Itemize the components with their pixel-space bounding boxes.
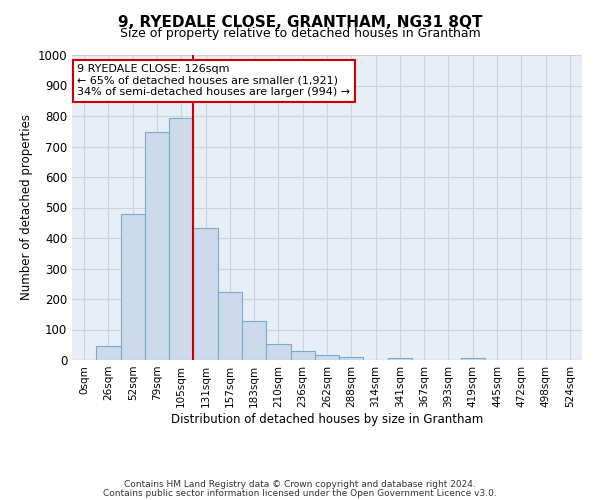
Bar (193, 228, 218, 360)
Bar (388, 358, 412, 360)
Y-axis label: Number of detached properties: Number of detached properties (20, 114, 34, 300)
Bar (461, 358, 485, 360)
Text: Size of property relative to detached houses in Grantham: Size of property relative to detached ho… (119, 28, 481, 40)
Bar (169, 118, 193, 360)
X-axis label: Distribution of detached houses by size in Grantham: Distribution of detached houses by size … (171, 412, 483, 426)
Bar (266, 344, 290, 360)
Bar (315, 356, 339, 360)
Bar (96, 346, 121, 360)
Bar (290, 352, 315, 360)
Text: 9, RYEDALE CLOSE, GRANTHAM, NG31 8QT: 9, RYEDALE CLOSE, GRANTHAM, NG31 8QT (118, 15, 482, 30)
Text: Contains public sector information licensed under the Open Government Licence v3: Contains public sector information licen… (103, 489, 497, 498)
Bar (121, 214, 145, 360)
Bar (242, 321, 266, 360)
Text: Contains HM Land Registry data © Crown copyright and database right 2024.: Contains HM Land Registry data © Crown c… (124, 480, 476, 489)
Bar (145, 132, 169, 360)
Bar (339, 357, 364, 360)
Text: 9 RYEDALE CLOSE: 126sqm
← 65% of detached houses are smaller (1,921)
34% of semi: 9 RYEDALE CLOSE: 126sqm ← 65% of detache… (77, 64, 350, 98)
Bar (218, 292, 242, 360)
